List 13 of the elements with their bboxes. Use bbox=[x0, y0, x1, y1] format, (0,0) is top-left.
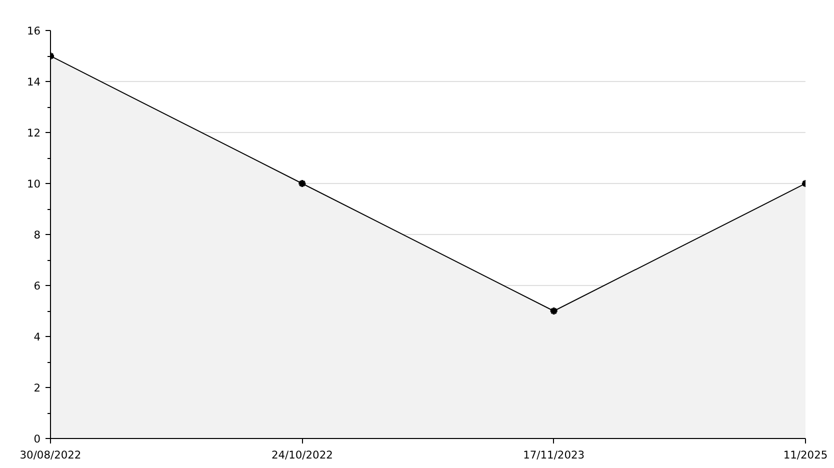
x-tick-label: 17/11/2023 bbox=[523, 448, 585, 462]
y-tick-label: 2 bbox=[34, 382, 40, 394]
y-tick-label: 14 bbox=[26, 76, 41, 88]
y-tick-label: 10 bbox=[26, 178, 41, 190]
x-tick-label: 11/2025 bbox=[783, 448, 828, 462]
y-tick-label: 12 bbox=[26, 126, 41, 140]
y-tick-label: 6 bbox=[34, 280, 41, 292]
y-tick-label: 0 bbox=[34, 432, 41, 446]
y-tick-label: 8 bbox=[34, 228, 41, 242]
y-tick-label: 16 bbox=[26, 24, 41, 38]
x-tick-label: 24/10/2022 bbox=[271, 448, 333, 462]
x-tick-label: 30/08/2022 bbox=[20, 448, 82, 462]
y-tick-label: 4 bbox=[34, 330, 41, 344]
